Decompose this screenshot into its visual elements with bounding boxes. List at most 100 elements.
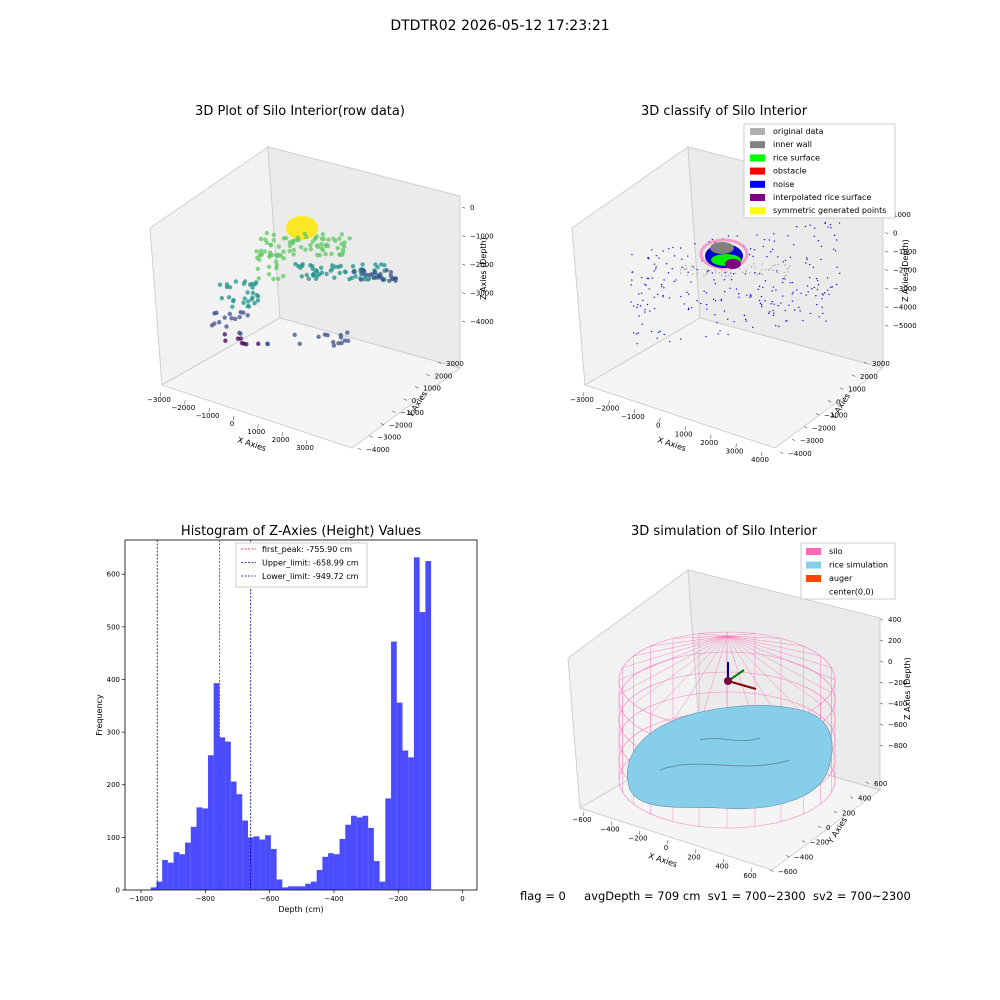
raw-point: [361, 268, 367, 273]
raw-y-axis-label: Y Axies: [406, 390, 430, 420]
noise-point: [791, 281, 793, 284]
raw-point: [358, 277, 364, 282]
raw-point: [357, 276, 363, 281]
raw-point: [242, 296, 248, 301]
raw-point: [214, 310, 219, 316]
classify-legend-item-swatch: [750, 194, 765, 201]
raw-point: [381, 277, 386, 283]
classify-x-tick: −2000: [596, 405, 620, 413]
original-point: [760, 269, 763, 271]
noise-point: [686, 291, 688, 294]
raw-point: [299, 274, 304, 279]
raw-point: [316, 334, 321, 340]
raw-point: [372, 268, 377, 273]
noise-point: [752, 326, 754, 328]
raw-point: [331, 343, 337, 348]
noise-point: [712, 298, 715, 300]
raw-x-tick: 0: [230, 420, 234, 428]
original-point: [742, 262, 744, 264]
raw-yellow-peak: [286, 216, 318, 240]
raw-point: [227, 285, 233, 290]
raw-point: [297, 341, 303, 347]
histogram-x-tick: −200: [389, 895, 408, 903]
noise-point: [817, 284, 820, 286]
raw-point: [271, 232, 277, 238]
raw-point: [308, 243, 313, 248]
raw-point: [337, 270, 342, 276]
noise-point: [662, 296, 664, 298]
histogram-bar: [379, 881, 386, 890]
raw-point: [337, 252, 342, 257]
original-point: [724, 275, 727, 277]
raw-point: [360, 267, 366, 272]
original-point: [731, 268, 733, 270]
noise-point: [723, 310, 726, 312]
original-point: [761, 263, 763, 265]
histogram-bar: [408, 757, 414, 890]
noise-point: [749, 294, 752, 296]
raw-point: [224, 284, 230, 290]
raw-point: [226, 295, 232, 300]
raw-point: [235, 336, 241, 341]
noise-point: [791, 300, 793, 302]
noise-point: [733, 321, 735, 323]
raw-point: [241, 341, 247, 346]
raw-point: [245, 313, 250, 318]
raw-x-axis-label: X Axies: [236, 435, 267, 453]
raw-point: [338, 335, 344, 340]
noise-point: [714, 241, 717, 243]
original-point: [742, 271, 744, 274]
noise-point: [769, 251, 772, 253]
noise-point: [753, 249, 756, 251]
noise-point: [762, 245, 764, 247]
histogram-bar: [396, 702, 403, 890]
raw-point: [339, 340, 344, 346]
raw-point: [391, 276, 396, 281]
raw-point: [259, 252, 265, 257]
noise-point: [784, 309, 786, 312]
raw-point: [324, 242, 329, 247]
classify-x-ticks: −3000−2000−1000 0 1000 2000 3000 4000: [570, 391, 769, 464]
raw-point: [296, 263, 301, 269]
raw-point: [337, 252, 342, 257]
raw-point: [241, 310, 246, 315]
noise-point: [822, 294, 824, 296]
noise-point: [636, 343, 638, 345]
noise-point: [637, 304, 639, 306]
raw-point: [320, 247, 326, 253]
raw-point: [263, 237, 268, 242]
raw-point: [378, 272, 383, 277]
classify-y-ticks: −4000 −3000 −2000 −1000 0 1000 2000 3000: [779, 360, 890, 458]
classify-point-cloud: [630, 221, 841, 345]
noise-point: [663, 279, 665, 281]
raw-point: [298, 265, 303, 270]
raw-point: [365, 277, 370, 282]
noise-point: [805, 294, 807, 296]
noise-point: [713, 250, 715, 252]
noise-point: [793, 309, 796, 311]
raw-point: [258, 252, 263, 258]
noise-point: [644, 311, 646, 313]
raw-point: [339, 241, 344, 247]
noise-point: [825, 320, 827, 322]
classify-legend-item-label: interpolated rice surface: [773, 193, 871, 202]
simulation-x-axis-label: X Axies: [647, 851, 678, 869]
noise-point: [735, 288, 738, 290]
histogram-bar: [339, 838, 346, 890]
noise-point: [770, 303, 772, 305]
raw-point: [321, 236, 326, 242]
noise-point: [683, 303, 685, 305]
classify-legend-item-label: rice surface: [773, 153, 820, 162]
raw-point: [390, 276, 395, 282]
raw-point: [308, 263, 313, 268]
raw-y-tick: −4000: [366, 446, 390, 454]
raw-point: [298, 245, 304, 250]
raw-point: [366, 276, 372, 281]
raw-point: [287, 248, 292, 254]
raw-point: [308, 247, 314, 252]
raw-point: [227, 311, 232, 317]
noise-point: [788, 304, 790, 306]
simulation-legend-item-label: auger: [829, 574, 853, 583]
